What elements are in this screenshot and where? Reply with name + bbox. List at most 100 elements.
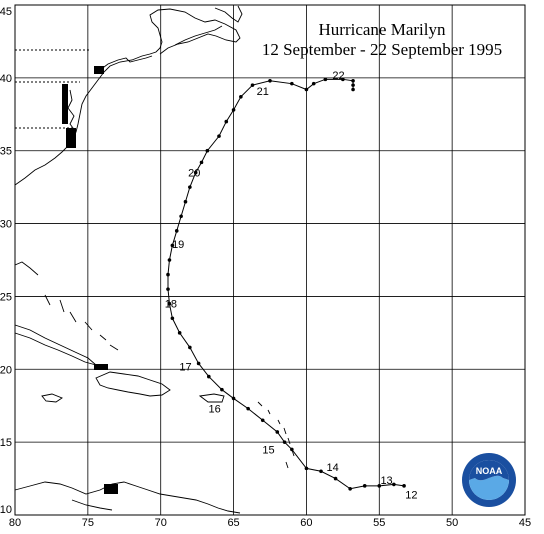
track-point-34	[231, 108, 236, 112]
lat-tick-30: 30	[0, 219, 12, 231]
lon-tick-55: 55	[373, 517, 385, 529]
track-point-20	[167, 301, 172, 306]
track-point-7	[304, 466, 309, 471]
outer-banks	[66, 128, 76, 148]
track-point-29	[193, 170, 198, 175]
lon-tick-70: 70	[155, 517, 167, 529]
map-frame	[14, 4, 526, 516]
track-point-28	[188, 185, 192, 189]
track-point-41	[323, 77, 328, 82]
day-labels: 12 13 14 15 16 17 18 19 20 21 22	[165, 70, 418, 502]
chesapeake	[67, 89, 77, 133]
lat-tick-45: 45	[0, 6, 12, 18]
track-point-23	[167, 258, 172, 262]
long-island	[94, 66, 104, 74]
axis-ticks: 80 75 70 65 60 55 50 45 10 15 20 25 30 35 40 45	[0, 6, 531, 529]
noaa-logo-wave	[469, 475, 509, 500]
aruba-curacao	[104, 484, 118, 494]
track-point-35	[239, 95, 243, 99]
lon-tick-80: 80	[9, 517, 21, 529]
nova-scotia	[174, 25, 223, 46]
track-point-19	[170, 316, 175, 321]
day-label-19: 19	[172, 239, 184, 251]
bahamas	[44, 294, 119, 351]
track-point-26	[179, 214, 183, 219]
track-point-43	[351, 78, 355, 83]
lon-tick-50: 50	[446, 517, 458, 529]
track-point-39	[304, 87, 309, 92]
track-point-31	[205, 148, 210, 153]
track-point-33	[224, 119, 229, 124]
track-point-27	[183, 199, 188, 204]
track-point-37	[268, 78, 272, 83]
state-borders	[15, 49, 90, 129]
day-label-14: 14	[327, 462, 339, 474]
track-line	[167, 78, 405, 490]
land-fill	[62, 66, 118, 494]
track-point-10	[275, 430, 280, 434]
venezuela-coast	[71, 499, 113, 511]
lat-tick-35: 35	[0, 146, 12, 158]
lon-tick-75: 75	[82, 517, 94, 529]
track-point-11	[260, 418, 265, 423]
track-point-1	[392, 482, 396, 487]
track-point-0	[402, 484, 406, 488]
track-point-5	[333, 476, 338, 481]
lat-tick-25: 25	[0, 291, 12, 303]
jamaica	[41, 393, 63, 403]
noaa-logo-text: NOAA	[476, 466, 503, 476]
track-point-2	[377, 484, 382, 488]
track-point-42	[341, 77, 345, 82]
track-point-12	[246, 406, 250, 411]
day-label-22: 22	[332, 70, 344, 82]
track-point-9	[282, 440, 287, 444]
map-title-line2: 12 September - 22 September 1995	[262, 40, 502, 59]
track-point-30	[199, 160, 204, 165]
track-point-38	[290, 81, 294, 86]
day-label-13: 13	[380, 475, 392, 487]
track-point-4	[348, 486, 352, 491]
track-point-13	[231, 396, 236, 401]
track-point-32	[217, 134, 221, 138]
day-label-12: 12	[405, 490, 417, 502]
new-england	[99, 55, 153, 71]
track-point-40	[311, 81, 316, 86]
track-point-22	[166, 272, 170, 277]
track-point-25	[174, 229, 179, 233]
lat-tick-10: 10	[0, 504, 12, 516]
day-label-15: 15	[262, 444, 274, 456]
track-point-14	[220, 387, 224, 392]
lat-tick-40: 40	[0, 73, 12, 85]
track-point-36	[250, 83, 255, 87]
coastline	[14, 5, 295, 514]
track-point-21	[166, 287, 170, 291]
track-point-8	[290, 447, 294, 452]
noaa-logo-bird	[469, 460, 509, 481]
day-label-21: 21	[257, 86, 269, 98]
track-point-16	[196, 361, 201, 366]
us-east-coast	[14, 8, 241, 186]
lat-tick-15: 15	[0, 437, 12, 449]
day-label-18: 18	[165, 299, 177, 311]
day-label-20: 20	[188, 168, 200, 180]
newfoundland-coast	[214, 5, 243, 23]
delmarva	[62, 84, 68, 124]
turks-caicos	[94, 364, 108, 370]
south-america	[14, 481, 241, 514]
track-point-17	[188, 345, 192, 350]
storm-track	[166, 77, 406, 491]
lon-tick-60: 60	[300, 517, 312, 529]
hispaniola	[95, 371, 171, 397]
lesser-antilles	[257, 401, 295, 469]
track-point-45	[351, 87, 355, 92]
lat-tick-20: 20	[0, 364, 12, 376]
track-point-24	[170, 243, 175, 248]
noaa-logo: NOAA	[462, 453, 516, 507]
track-point-44	[351, 83, 355, 87]
lon-tick-45: 45	[519, 517, 531, 529]
cuba	[14, 324, 97, 366]
puerto-rico	[198, 393, 225, 403]
day-label-16: 16	[209, 404, 221, 416]
